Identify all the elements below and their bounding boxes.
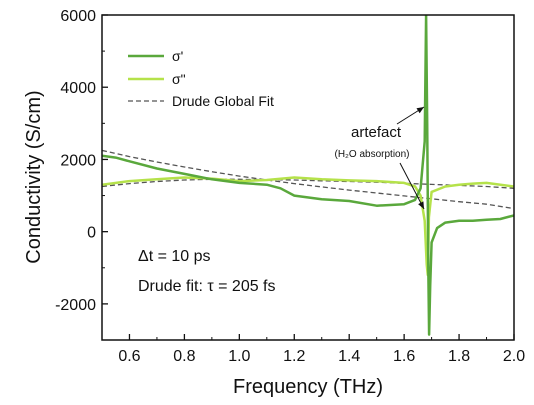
- artefact-arrow-down: [399, 162, 425, 210]
- series-line-0: [102, 15, 514, 336]
- x-tick-label: 1.6: [393, 348, 415, 365]
- artefact-sublabel: (H₂O absorption): [334, 149, 409, 160]
- x-tick-label: 1.8: [448, 348, 470, 365]
- legend: σ' σ" Drude Global Fit: [128, 48, 274, 109]
- series-line-3: [102, 178, 514, 189]
- artefact-annotation: artefact (H₂O absorption): [334, 124, 409, 160]
- x-tick-label: 2.0: [503, 348, 525, 365]
- plot-frame: [101, 14, 515, 341]
- drude-fit-annotation: Drude fit: τ = 205 fs: [138, 278, 276, 295]
- series-layer: [102, 15, 514, 336]
- y-tick-label: -2000: [55, 297, 96, 314]
- x-tick-label: 1.2: [283, 348, 305, 365]
- y-axis-title: Conductivity (S/cm): [23, 90, 45, 263]
- delta-t-annotation: Δt = 10 ps: [138, 248, 211, 265]
- artefact-arrow-up-head: [416, 107, 424, 114]
- y-tick-label: 4000: [60, 80, 96, 97]
- legend-label-drude-fit: Drude Global Fit: [172, 93, 274, 109]
- y-tick-label: 0: [87, 225, 96, 242]
- x-tick-label: 0.8: [173, 348, 195, 365]
- x-tick-label: 0.6: [118, 348, 140, 365]
- legend-label-sigma-real: σ': [172, 48, 183, 64]
- y-tick-label: 2000: [60, 152, 96, 169]
- artefact-arrow-down-head: [418, 201, 424, 209]
- y-tick-label: 6000: [60, 8, 96, 25]
- legend-label-sigma-imag: σ": [172, 71, 186, 87]
- x-tick-label: 1.0: [228, 348, 250, 365]
- ticks-layer: 0.6 0.8 1.0 1.2 1.4 1.6 1.8 2.0 -2000 0 2000 4000 60…: [55, 8, 525, 365]
- series-line-2: [102, 149, 514, 210]
- x-tick-label: 1.4: [338, 348, 360, 365]
- x-axis-title: Frequency (THz): [233, 376, 383, 398]
- artefact-label: artefact: [351, 124, 402, 141]
